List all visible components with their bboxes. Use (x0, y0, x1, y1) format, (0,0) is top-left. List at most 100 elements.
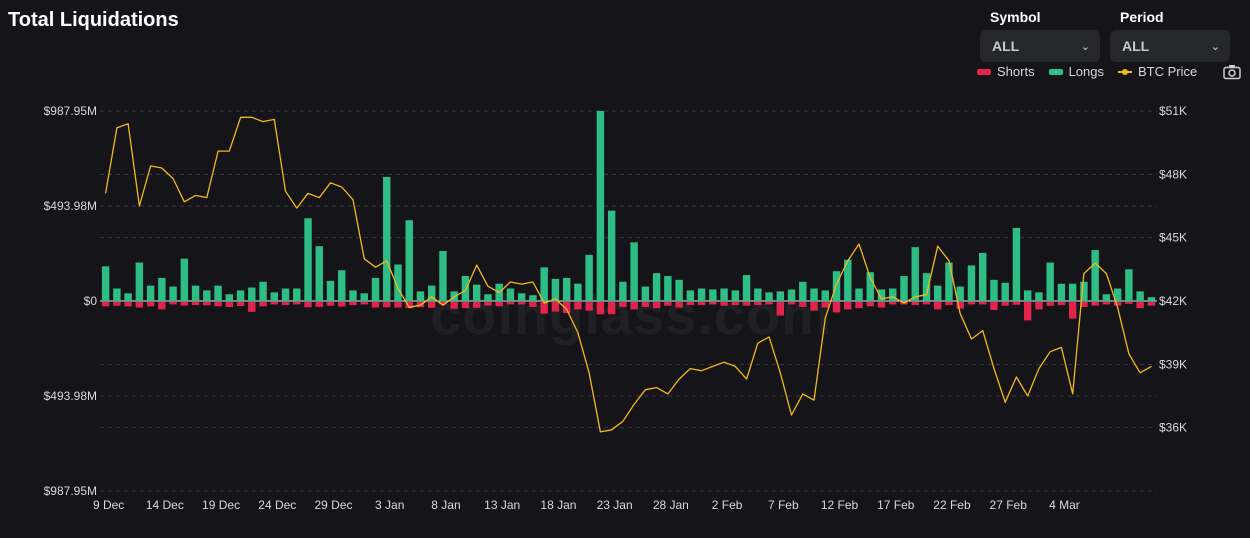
period-select-value: ALL (1122, 38, 1150, 54)
shorts-bar (844, 302, 852, 310)
shorts-bar (934, 302, 942, 310)
x-axis: 9 Dec 14 Dec 19 Dec 24 Dec 29 Dec 3 Jan 8 Jan 1… (93, 498, 1080, 512)
symbol-label: Symbol (990, 9, 1041, 25)
longs-bar (630, 242, 638, 301)
shorts-bar (799, 302, 807, 307)
shorts-bar (236, 302, 245, 307)
shorts-bar (630, 302, 638, 310)
longs-bar (911, 247, 919, 301)
longs-bar (731, 290, 740, 301)
x-tick-label: 3 Jan (375, 498, 404, 512)
shorts-bar (1012, 302, 1021, 305)
longs-bar (214, 285, 222, 301)
longs-bar (720, 288, 728, 301)
longs-bar (607, 210, 616, 301)
shorts-bar (1125, 302, 1133, 304)
longs-bar (169, 286, 177, 301)
x-tick-label: 28 Jan (653, 498, 689, 512)
shorts-bar (293, 302, 301, 305)
shorts-bar (315, 302, 323, 307)
longs-bar (551, 278, 560, 301)
period-label: Period (1120, 9, 1164, 25)
left-axis: $987.95M $493.98M $0 $493.98M $987.95M (44, 104, 98, 498)
longs-bar (135, 262, 144, 301)
shorts-bar (866, 302, 874, 307)
shorts-bar (551, 302, 560, 312)
x-tick-label: 8 Jan (431, 498, 460, 512)
symbol-select[interactable]: ALL ⌄ (980, 30, 1100, 62)
y-right-tick-label: $36K (1159, 421, 1187, 435)
shorts-bar (754, 302, 762, 306)
longs-swatch-icon (1048, 68, 1063, 75)
longs-bar (1023, 290, 1032, 301)
longs-bar (585, 254, 593, 301)
x-tick-label: 24 Dec (258, 498, 296, 512)
longs-bar (866, 272, 874, 301)
legend-item-longs[interactable]: Longs (1048, 64, 1104, 79)
shorts-bar (113, 302, 121, 306)
longs-bar (1113, 288, 1122, 301)
shorts-bar (349, 302, 357, 306)
shorts-bar (787, 302, 796, 305)
shorts-bar (967, 302, 976, 305)
y-left-tick-label: $493.98M (44, 199, 97, 213)
shorts-bar (709, 302, 717, 305)
btc-line-swatch-icon (1118, 68, 1132, 75)
longs-bar (304, 218, 312, 301)
right-axis: $51K $48K $45K $42K $39K $36K (1159, 104, 1187, 435)
longs-bar (810, 288, 818, 301)
shorts-bar (720, 302, 728, 306)
grid-lines (100, 110, 1157, 492)
y-right-tick-label: $42K (1159, 294, 1187, 308)
longs-bar (844, 259, 852, 301)
y-right-tick-label: $51K (1159, 104, 1187, 118)
x-tick-label: 9 Dec (93, 498, 124, 512)
shorts-bar (248, 302, 256, 312)
longs-bar (180, 258, 189, 301)
longs-bar (506, 288, 515, 301)
shorts-bar (1035, 302, 1043, 310)
shorts-bar (281, 302, 290, 306)
shorts-bar (641, 302, 650, 307)
period-select[interactable]: ALL ⌄ (1110, 30, 1230, 62)
shorts-bar (461, 302, 470, 309)
shorts-bar (1068, 302, 1077, 319)
longs-bar (889, 288, 897, 301)
x-tick-label: 7 Feb (768, 498, 799, 512)
x-tick-label: 27 Feb (990, 498, 1028, 512)
shorts-bar (326, 302, 335, 306)
longs-bar (855, 288, 863, 301)
shorts-bar (765, 302, 773, 305)
btc-price-line (104, 116, 1152, 433)
longs-bar (1046, 262, 1054, 301)
legend-item-btc[interactable]: BTC Price (1118, 64, 1197, 79)
shorts-bar (529, 302, 537, 307)
longs-bar (1125, 269, 1133, 301)
longs-bar (338, 270, 346, 301)
x-tick-label: 4 Mar (1049, 498, 1080, 512)
camera-icon[interactable] (1223, 64, 1241, 80)
legend-btc-label: BTC Price (1138, 64, 1198, 79)
shorts-bar (124, 302, 132, 307)
legend-item-shorts[interactable]: Shorts (977, 64, 1035, 79)
longs-bar (315, 246, 323, 301)
shorts-bar (686, 302, 695, 306)
shorts-bar (607, 302, 616, 315)
symbol-select-value: ALL (992, 38, 1020, 54)
y-right-tick-label: $45K (1159, 231, 1187, 245)
x-tick-label: 17 Feb (877, 498, 915, 512)
shorts-bar (101, 302, 110, 307)
y-left-tick-label: $0 (84, 294, 98, 308)
shorts-bar (338, 302, 346, 307)
longs-bar (270, 292, 279, 301)
longs-bar (360, 293, 368, 301)
longs-bar (877, 289, 886, 301)
longs-bar (742, 275, 751, 301)
x-tick-label: 2 Feb (712, 498, 743, 512)
longs-bar (1091, 250, 1099, 301)
shorts-bar (360, 302, 368, 305)
longs-bar (405, 220, 413, 301)
longs-bar (956, 286, 964, 301)
y-left-tick-label: $493.98M (44, 389, 97, 403)
